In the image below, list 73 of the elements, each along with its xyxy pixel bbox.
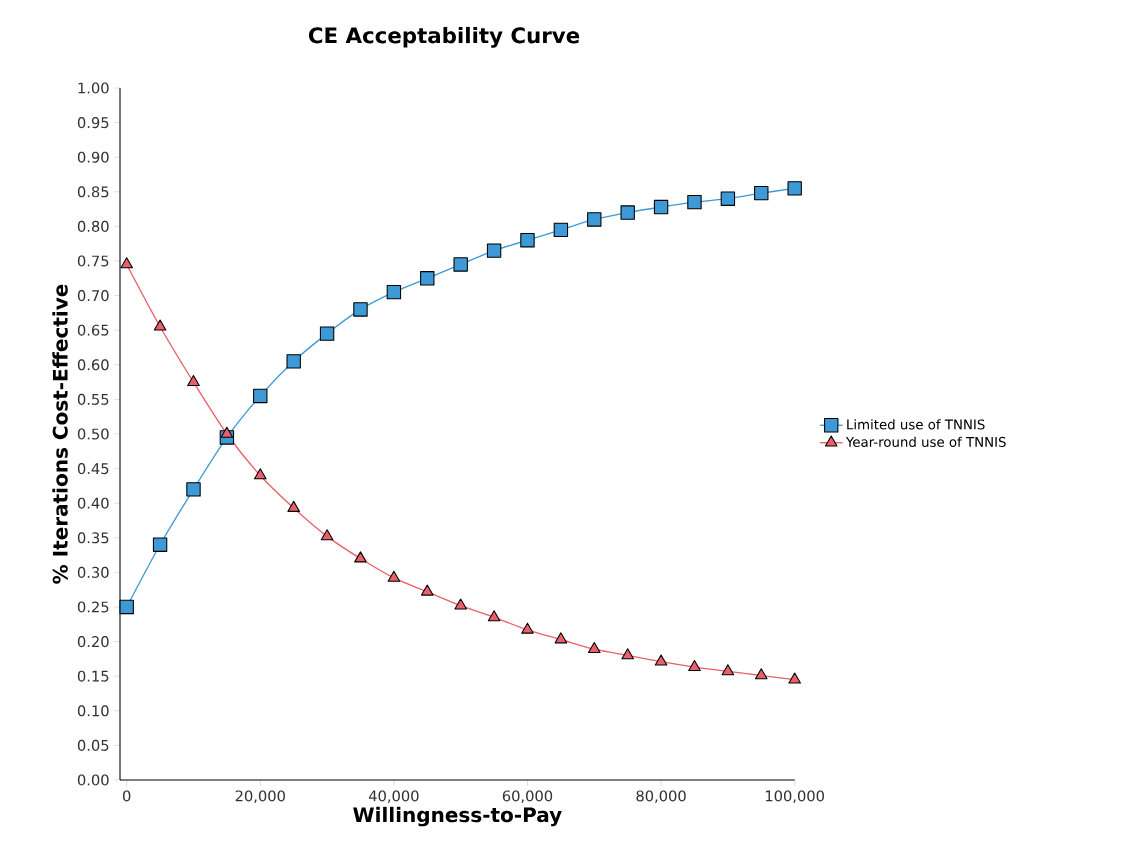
chart-title: CE Acceptability Curve [308, 26, 580, 48]
point [521, 622, 534, 634]
y-tick-label: 0.50 [77, 428, 109, 440]
x-tick-label: 80,000 [636, 790, 686, 803]
legend-label: Year-round use of TNNIS [845, 436, 1006, 447]
x-tick-label: 40,000 [368, 790, 419, 803]
point [720, 191, 736, 206]
x-tick-label: 20,000 [235, 790, 285, 803]
point [420, 584, 434, 596]
y-tick-label: 0.00 [77, 774, 109, 786]
point [119, 599, 134, 615]
point [787, 181, 802, 196]
y-tick-label: 0.55 [77, 393, 109, 405]
x-tick-label: 100,000 [765, 790, 824, 803]
point [353, 302, 368, 317]
point [621, 648, 634, 660]
point [120, 257, 133, 269]
point [487, 610, 501, 622]
y-tick-label: 0.10 [77, 705, 109, 717]
y-tick-label: 0.95 [77, 117, 109, 129]
y-tick-label: 0.20 [77, 636, 109, 648]
y-tick-label: 0.40 [77, 497, 109, 509]
point [587, 641, 601, 654]
point [187, 374, 200, 386]
point [553, 222, 569, 238]
point [186, 482, 201, 497]
y-tick-label: 0.75 [77, 255, 109, 267]
point [788, 672, 801, 684]
y-tick-label: 0.35 [77, 532, 109, 544]
point [286, 354, 301, 369]
point [653, 199, 669, 215]
y-tick-label: 0.85 [77, 186, 109, 198]
y-tick-label: 0.70 [77, 290, 109, 302]
point [620, 205, 635, 220]
y-tick-label: 0.30 [77, 566, 109, 578]
point [386, 284, 402, 300]
y-tick-label: 0.65 [77, 324, 109, 336]
y-tick-label: 0.25 [77, 601, 109, 613]
point [721, 664, 735, 676]
y-tick-label: 0.60 [77, 359, 109, 371]
legend-label: Limited use of TNNIS [847, 419, 985, 430]
point [554, 632, 568, 644]
x-tick-label: 60,000 [502, 790, 553, 803]
x-axis-title: Willingness-to-Pay [353, 806, 562, 827]
point [688, 659, 701, 672]
point [253, 468, 267, 480]
point [320, 529, 334, 541]
point [287, 500, 300, 512]
point [454, 598, 467, 610]
y-tick-label: 0.45 [77, 463, 109, 475]
point [687, 194, 702, 210]
point [754, 185, 769, 201]
point [420, 271, 435, 286]
point [520, 233, 535, 248]
y-tick-label: 0.15 [77, 670, 109, 682]
point [153, 319, 167, 331]
point [754, 668, 768, 680]
point [587, 212, 602, 227]
y-tick-label: 0.80 [77, 220, 109, 232]
y-axis-title: % Iterations Cost-Effective [52, 284, 68, 584]
point [220, 426, 234, 438]
point [152, 537, 168, 552]
point [354, 551, 367, 563]
point [654, 654, 668, 666]
y-tick-label: 1.00 [78, 82, 109, 94]
point [453, 257, 468, 272]
y-tick-label: 0.90 [77, 151, 109, 163]
x-tick-label: 0 [122, 790, 131, 802]
y-tick-label: 0.05 [77, 739, 109, 751]
point [486, 243, 502, 258]
point [387, 570, 401, 582]
point [253, 388, 268, 404]
point [319, 326, 335, 341]
